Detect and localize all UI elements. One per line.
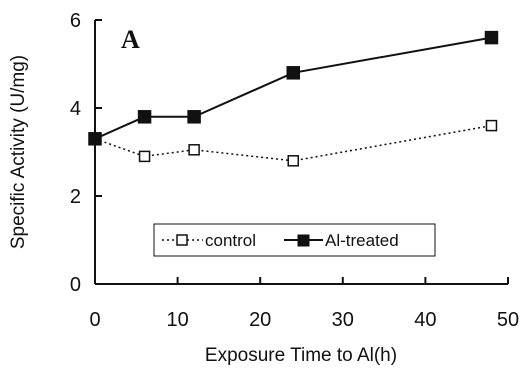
data-point-treated bbox=[286, 66, 300, 80]
data-point-control bbox=[188, 144, 200, 156]
legend-treated-marker bbox=[297, 234, 310, 247]
data-point-treated bbox=[88, 132, 102, 146]
series-treated-line bbox=[94, 36, 492, 140]
data-point-treated bbox=[484, 30, 499, 45]
y-axis-ticks: 0 2 4 6 bbox=[70, 10, 102, 296]
panel-label: A bbox=[121, 25, 140, 54]
y-tick-label: 4 bbox=[70, 98, 81, 120]
data-point-treated bbox=[187, 110, 201, 124]
series-control-line bbox=[94, 124, 492, 162]
legend-control-marker bbox=[176, 234, 188, 246]
series-layer bbox=[88, 30, 499, 167]
legend-control-label: control bbox=[205, 231, 256, 250]
x-tick-label: 0 bbox=[89, 309, 100, 331]
legend: control Al-treated bbox=[153, 223, 436, 257]
y-tick-label: 2 bbox=[70, 186, 81, 208]
data-point-control bbox=[485, 119, 498, 132]
x-tick-label: 30 bbox=[332, 309, 354, 331]
y-tick-label: 0 bbox=[70, 274, 81, 296]
x-tick-label: 40 bbox=[414, 309, 436, 331]
y-tick-label: 6 bbox=[70, 10, 81, 32]
y-axis-title: Specific Activity (U/mg) bbox=[8, 55, 29, 249]
x-tick-label: 50 bbox=[497, 309, 519, 331]
data-point-control bbox=[287, 155, 299, 167]
legend-treated-label: Al-treated bbox=[325, 231, 399, 250]
x-tick-label: 10 bbox=[166, 309, 188, 331]
x-axis-title: Exposure Time to Al(h) bbox=[205, 345, 397, 366]
x-tick-label: 20 bbox=[249, 309, 271, 331]
x-axis-ticks: 0 10 20 30 40 50 bbox=[89, 277, 519, 331]
data-point-treated bbox=[137, 110, 152, 124]
data-point-control bbox=[138, 150, 151, 163]
